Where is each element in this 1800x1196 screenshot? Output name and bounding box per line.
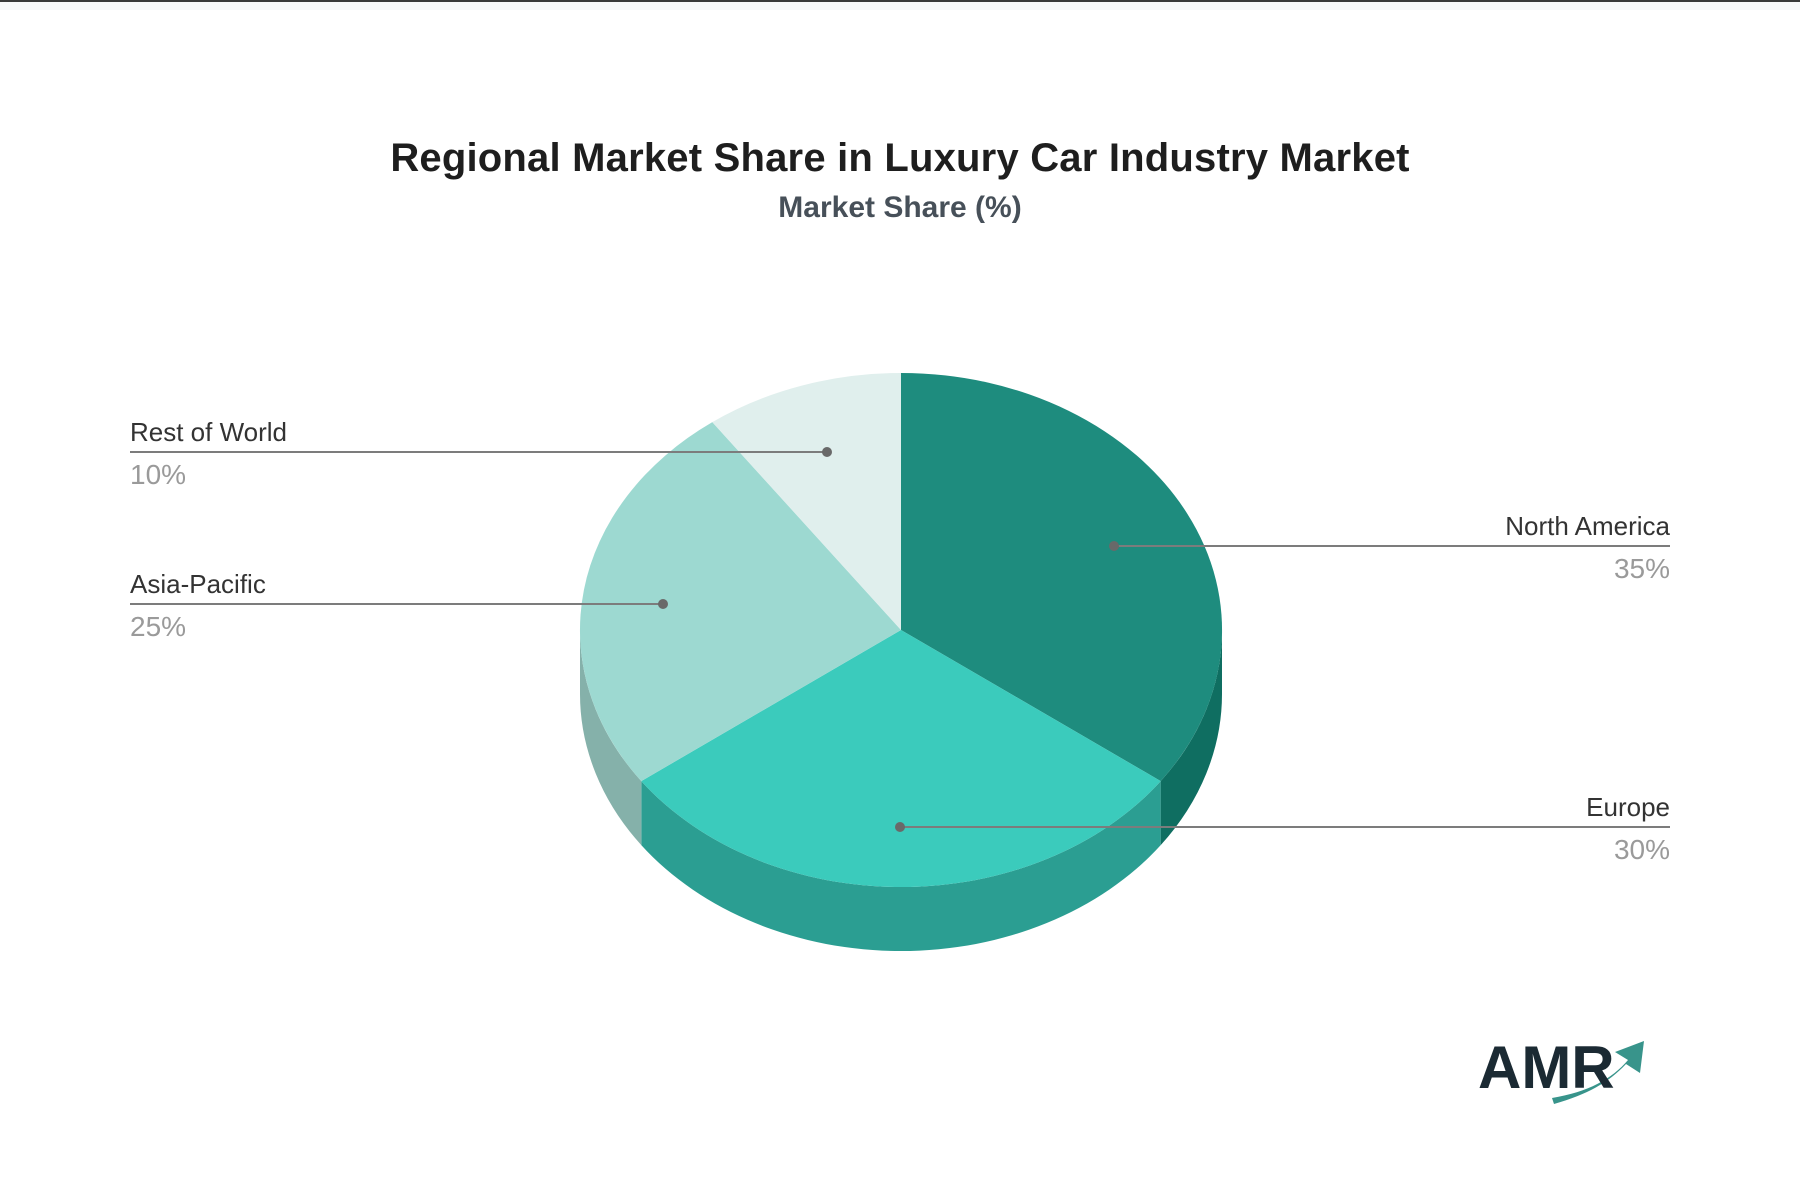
callout-dot-asia-pacific xyxy=(658,599,668,609)
callout-dot-north-america xyxy=(1109,541,1119,551)
pie-slice-europe[interactable] xyxy=(641,630,1161,888)
callout-asia-pacific: Asia-Pacific xyxy=(130,569,266,599)
logo-arrow-icon xyxy=(1552,1041,1644,1104)
callout-label: Asia-Pacific xyxy=(130,569,266,599)
callout-north-america-value: 35% xyxy=(1614,552,1670,586)
pie-slice-asia-pacific[interactable] xyxy=(579,422,901,782)
callout-value: 10% xyxy=(130,459,187,490)
pie-side-north-america xyxy=(1160,630,1222,846)
callout-europe-value: 30% xyxy=(1614,833,1670,867)
callout-europe: Europe xyxy=(1586,792,1670,822)
callout-dot-europe xyxy=(895,822,905,832)
callout-label: Rest of World xyxy=(130,417,288,447)
callout-label: North America xyxy=(1505,511,1670,541)
callout-dot-rest-of-world xyxy=(822,447,832,457)
chart-title: Regional Market Share in Luxury Car Indu… xyxy=(390,136,1410,180)
callout-value: 25% xyxy=(130,611,187,642)
callout-rest-of-world-value: 10% xyxy=(130,458,186,492)
callout-label: Europe xyxy=(1586,792,1670,822)
callout-asia-pacific-value: 25% xyxy=(130,610,186,644)
chart-subtitle: Market Share (%) xyxy=(778,191,1022,224)
callout-value: 35% xyxy=(1613,553,1670,584)
pie-side-asia-pacific xyxy=(580,630,642,846)
amr-logo: AMR xyxy=(1478,1034,1615,1101)
top-border xyxy=(0,0,1800,10)
callout-rest-of-world: Rest of World xyxy=(130,417,287,447)
callout-value: 30% xyxy=(1613,834,1670,865)
pie-side-europe xyxy=(641,781,1161,952)
callout-north-america: North America xyxy=(1505,511,1670,541)
pie-slice-north-america[interactable] xyxy=(901,373,1223,782)
pie-slice-rest-of-world[interactable] xyxy=(712,373,901,630)
